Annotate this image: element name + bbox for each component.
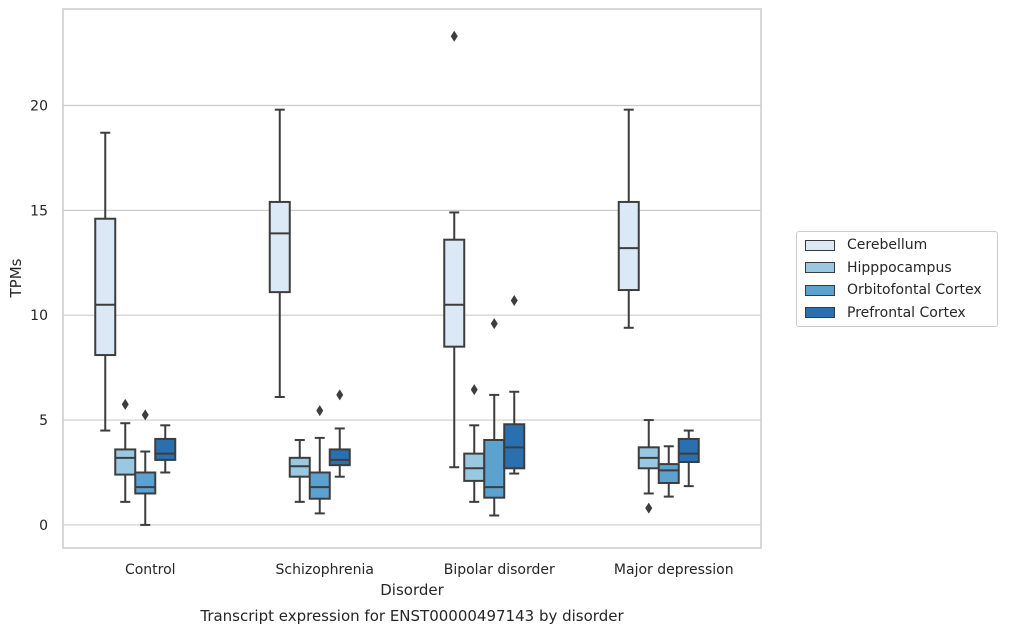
box-orbitofontal-cortex xyxy=(134,409,157,526)
box-iqr xyxy=(154,437,177,461)
x-tick-label: Bipolar disorder xyxy=(444,562,555,578)
y-tick-label: 0 xyxy=(39,518,48,534)
box-iqr xyxy=(463,452,486,482)
legend: Cerebellum Hipppocampus Orbitofontal Corte… xyxy=(796,231,998,327)
box-iqr xyxy=(677,437,700,464)
legend-item: Orbitofontal Cortex xyxy=(805,281,982,299)
box-cerebellum xyxy=(617,108,640,329)
box-prefrontal-cortex xyxy=(328,389,351,478)
outlier-point xyxy=(336,389,344,401)
box-cerebellum xyxy=(94,131,117,432)
legend-item: Prefrontal Cortex xyxy=(805,304,966,322)
box-hipppocampus xyxy=(463,384,486,503)
outlier-point xyxy=(316,405,324,417)
box-iqr xyxy=(308,471,331,500)
box-cerebellum xyxy=(443,30,466,469)
outlier-point xyxy=(490,318,498,330)
y-tick-label: 10 xyxy=(30,308,48,324)
y-axis-label: TPMs xyxy=(7,258,25,298)
plot-frame xyxy=(62,8,762,549)
legend-label: Prefrontal Cortex xyxy=(847,304,966,321)
x-axis-label: Disorder xyxy=(380,581,444,599)
x-tick-label: Control xyxy=(125,562,176,578)
box-prefrontal-cortex xyxy=(503,295,526,475)
box-hipppocampus xyxy=(637,419,660,514)
outlier-point xyxy=(121,398,129,410)
outlier-point xyxy=(645,502,653,514)
legend-item: Hipppocampus xyxy=(805,259,952,277)
box-iqr xyxy=(483,438,506,499)
box-hipppocampus xyxy=(114,398,137,503)
box-iqr xyxy=(443,238,466,348)
outlier-point xyxy=(141,409,149,421)
box-iqr xyxy=(328,448,351,467)
box-prefrontal-cortex xyxy=(677,429,700,488)
box-iqr xyxy=(268,200,291,294)
box-iqr xyxy=(657,463,680,484)
y-tick-label: 15 xyxy=(30,203,48,219)
y-tick-labels: 0 5 10 15 20 xyxy=(30,98,48,533)
box-iqr xyxy=(288,456,311,478)
outlier-point xyxy=(450,30,458,42)
x-tick-label: Major depression xyxy=(614,562,734,578)
legend-swatch xyxy=(805,262,835,273)
legend-swatch xyxy=(805,284,835,296)
box-iqr xyxy=(617,200,640,292)
chart-caption: Transcript expression for ENST0000049714… xyxy=(200,607,624,625)
box-orbitofontal-cortex xyxy=(308,405,331,515)
y-tick-label: 5 xyxy=(39,413,48,429)
outlier-point xyxy=(470,384,478,396)
box-orbitofontal-cortex xyxy=(483,318,506,517)
box-cerebellum xyxy=(268,108,291,398)
box-iqr xyxy=(134,471,157,495)
box-orbitofontal-cortex xyxy=(657,445,680,498)
box-iqr xyxy=(114,448,137,476)
box-hipppocampus xyxy=(288,438,311,503)
legend-item: Cerebellum xyxy=(805,236,927,254)
box-prefrontal-cortex xyxy=(154,424,177,474)
x-tick-label: Schizophrenia xyxy=(276,562,374,578)
outlier-point xyxy=(510,295,518,307)
box-iqr xyxy=(94,217,117,357)
legend-label: Orbitofontal Cortex xyxy=(847,282,982,298)
y-tick-label: 20 xyxy=(30,98,48,114)
box-iqr xyxy=(503,423,526,470)
legend-label: Hipppocampus xyxy=(847,259,952,276)
legend-swatch xyxy=(805,239,835,251)
box-series xyxy=(94,30,700,526)
x-tick-labels: Control Schizophrenia Bipolar disorder Majo… xyxy=(125,562,734,578)
legend-swatch xyxy=(805,307,835,318)
legend-label: Cerebellum xyxy=(847,237,928,253)
